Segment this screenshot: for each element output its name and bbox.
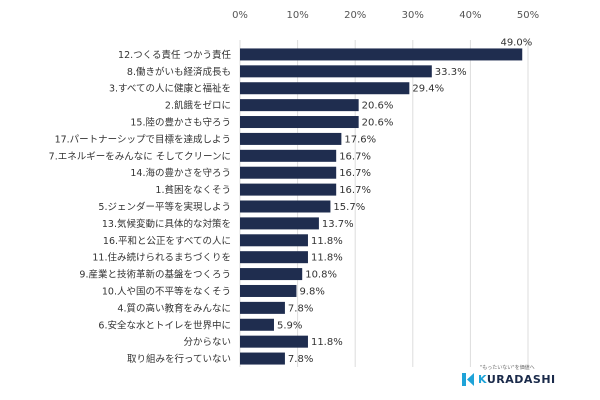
category-label: 分からない [183, 337, 231, 348]
category-label: 取り組みを行っていない [127, 353, 231, 365]
kuradashi-logo: "もったいない"を価値へ KURADASHI [462, 364, 582, 394]
value-label: 9.8% [299, 286, 324, 297]
category-label: 12.つくる責任 つかう責任 [118, 49, 231, 61]
category-label: 14.海の豊かさを守ろう [130, 167, 231, 179]
x-tick-label: 40% [459, 10, 481, 21]
bar [240, 116, 359, 129]
bar [240, 301, 285, 314]
bars [240, 48, 523, 365]
value-label: 10.8% [305, 270, 337, 281]
category-label: 3.すべての人に健康と福祉を [109, 83, 231, 95]
x-axis-ticks: 0% 10% 20% 30% 40% 50% [232, 10, 539, 21]
category-label: 15.陸の豊かさも守ろう [130, 117, 231, 129]
value-label: 17.6% [344, 134, 376, 145]
x-tick-label: 0% [232, 10, 248, 21]
logo-wordmark-rest: URADASHI [486, 373, 556, 386]
value-label: 20.6% [362, 101, 394, 112]
bar [240, 352, 285, 365]
category-label: 4.質の高い教育をみんなに [117, 302, 231, 314]
bar [240, 284, 297, 297]
category-label: 17.パートナーシップで目標を達成しよう [55, 133, 231, 145]
kuradashi-logo-icon [462, 373, 474, 386]
category-label: 2.飢餓をゼロに [165, 100, 231, 112]
bar [240, 132, 342, 145]
bar [240, 217, 319, 230]
category-label: 6.安全な水とトイレを世界中に [98, 319, 231, 331]
value-label: 16.7% [339, 185, 371, 196]
bar [240, 200, 331, 213]
value-label: 11.8% [311, 253, 343, 264]
category-label: 11.住み続けられるまちづくりを [92, 252, 231, 264]
value-label: 7.8% [288, 354, 313, 365]
category-label: 16.平和と公正をすべての人に [103, 236, 231, 247]
category-label: 9.産業と技術革新の基盤をつくろう [79, 269, 231, 281]
category-label: 1.貧困をなくそう [155, 184, 231, 196]
value-label: 7.8% [288, 303, 313, 314]
value-label: 29.4% [412, 84, 444, 95]
value-labels: 49.0% 33.3% 29.4% 20.6% 20.6% 17.6% 16.7% 16.7%… [277, 37, 532, 365]
value-label: 13.7% [322, 219, 354, 230]
bar [240, 99, 359, 112]
bar [240, 335, 308, 348]
logo-tagline: "もったいない"を価値へ [480, 365, 535, 371]
x-tick-label: 20% [344, 10, 366, 21]
category-label: 13.気候変動に具体的な対策を [102, 218, 231, 230]
value-label: 11.8% [311, 236, 343, 247]
x-tick-label: 10% [286, 10, 308, 21]
value-label: 16.7% [339, 151, 371, 162]
bar [240, 166, 337, 179]
value-label: 20.6% [362, 118, 394, 129]
x-tick-label: 30% [402, 10, 424, 21]
value-label: 33.3% [435, 67, 467, 78]
bar [240, 149, 337, 162]
bar [240, 48, 523, 61]
bar [240, 183, 337, 196]
value-label: 11.8% [311, 337, 343, 348]
bar [240, 251, 308, 264]
value-label: 49.0% [500, 37, 532, 48]
category-label: 8.働きがいも経済成長も [127, 66, 231, 78]
bar [240, 82, 410, 95]
logo-wordmark: KURADASHI [478, 373, 556, 386]
value-label: 16.7% [339, 168, 371, 179]
category-labels: 12.つくる責任 つかう責任 8.働きがいも経済成長も 3.すべての人に健康と福祉を… [49, 49, 232, 365]
bar [240, 268, 303, 281]
logo-wordmark-accent: K [478, 373, 487, 386]
category-label: 10.人や国の不平等をなくそう [102, 285, 231, 297]
value-label: 5.9% [277, 320, 302, 331]
x-tick-label: 50% [517, 10, 539, 21]
category-label: 5.ジェンダー平等を実現しよう [98, 201, 231, 213]
bar [240, 234, 308, 247]
bar [240, 318, 274, 331]
bar [240, 65, 432, 78]
category-label: 7.エネルギーをみんなに そしてクリーンに [49, 151, 231, 162]
value-label: 15.7% [333, 202, 365, 213]
